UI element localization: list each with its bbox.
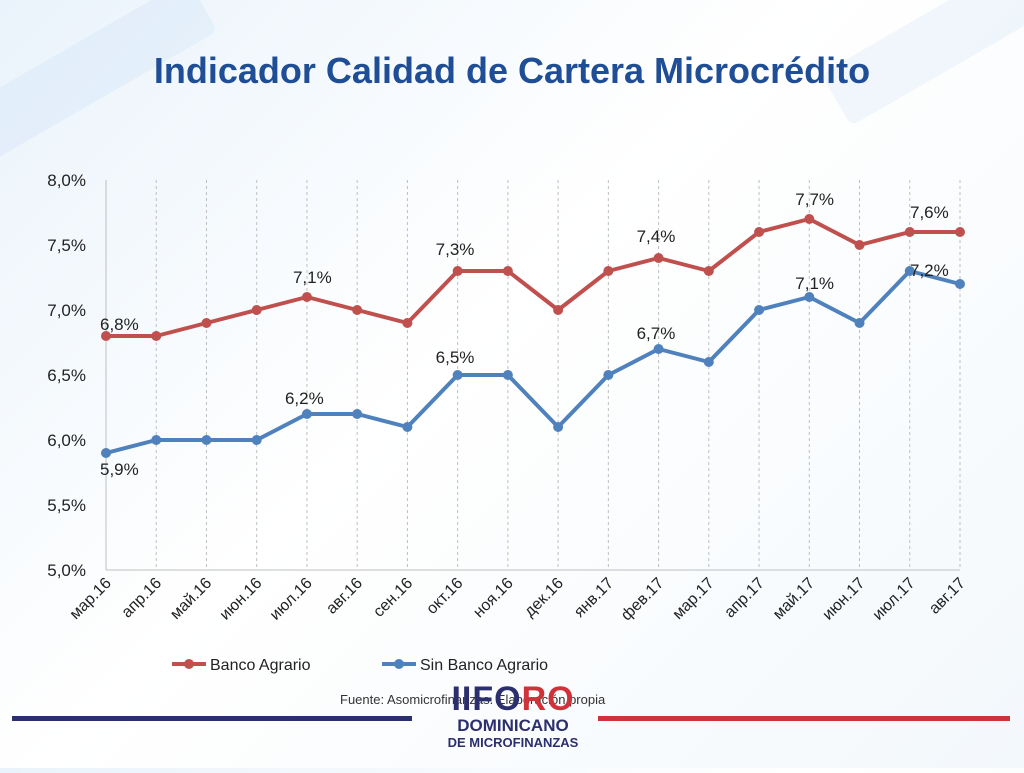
data-point [402, 318, 413, 328]
legend-swatch-marker [184, 659, 194, 669]
data-point [703, 266, 714, 276]
data-label: 6,2% [285, 389, 324, 408]
source-note: Fuente: Asomicrofinanzas. Elaboración pr… [340, 692, 606, 707]
data-point [553, 422, 564, 432]
x-tick-label: июл.17 [870, 575, 919, 624]
y-tick-label: 7,5% [47, 236, 86, 255]
data-point [653, 253, 664, 263]
data-point [854, 240, 865, 250]
data-point [502, 370, 513, 380]
data-point [301, 409, 312, 419]
footer-line-left [12, 716, 412, 721]
data-point [653, 344, 664, 354]
data-point [301, 292, 312, 302]
data-point [251, 305, 262, 315]
data-label: 6,7% [637, 324, 676, 343]
data-point [151, 435, 162, 445]
data-point [904, 266, 915, 276]
data-point [754, 305, 765, 315]
x-axis-ticks: мар.16 апр.16 май.16 июн.16 июл.16 авг.16 сен.… [67, 575, 969, 624]
logo-ro: RO [521, 680, 575, 718]
data-point [201, 435, 212, 445]
x-tick-label: ноя.16 [470, 575, 516, 621]
x-tick-label: авг.17 [926, 575, 969, 618]
data-point [754, 227, 765, 237]
logo-roman: II [451, 680, 473, 718]
event-logo: IIFORO DOMINICANO DE MICROFINANZAS [428, 682, 598, 762]
data-label: 7,2% [910, 261, 949, 280]
x-tick-label: май.16 [167, 575, 215, 623]
logo-line1: DOMINICANO [457, 716, 569, 735]
legend-label: Sin Banco Agrario [420, 657, 548, 674]
data-point [804, 214, 815, 224]
x-tick-label: янв.17 [571, 575, 617, 621]
x-tick-label: апр.17 [721, 575, 768, 622]
logo-wordmark: IIFORO [428, 682, 598, 716]
x-tick-label: мар.16 [67, 575, 115, 623]
data-label: 6,8% [100, 315, 139, 334]
data-label: 7,7% [795, 190, 834, 209]
y-tick-label: 7,0% [47, 301, 86, 320]
data-point [955, 279, 965, 289]
data-point [955, 227, 965, 237]
x-tick-label: апр.16 [119, 575, 166, 622]
y-tick-label: 6,0% [47, 431, 86, 450]
y-tick-label: 6,5% [47, 366, 86, 385]
data-point [603, 370, 614, 380]
chart-series [101, 214, 965, 458]
data-point [553, 305, 564, 315]
x-tick-label: мар.17 [670, 575, 718, 623]
data-point [151, 331, 162, 341]
x-tick-label: сен.16 [370, 575, 416, 621]
data-label: 7,1% [795, 274, 834, 293]
data-point [904, 227, 915, 237]
data-point [452, 370, 463, 380]
x-tick-label: июн.16 [217, 575, 266, 624]
x-tick-label: май.17 [770, 575, 818, 623]
data-label: 5,9% [100, 460, 139, 479]
y-axis-ticks: 5,0% 5,5% 6,0% 6,5% 7,0% 7,5% 8,0% [47, 171, 86, 580]
x-tick-label: фев.17 [618, 575, 667, 624]
data-point [101, 448, 111, 458]
x-tick-label: июл.16 [267, 575, 316, 624]
data-point [402, 422, 413, 432]
x-tick-label: авг.16 [323, 575, 366, 618]
data-point [854, 318, 865, 328]
x-tick-label: окт.16 [423, 575, 466, 618]
data-point [452, 266, 463, 276]
y-tick-label: 5,0% [47, 561, 86, 580]
data-label: 7,1% [293, 268, 332, 287]
legend-swatch-marker [394, 659, 404, 669]
data-labels: 6,8% 7,1% 7,3% 7,4% 7,7% 7,6% 5,9% 6,2% 6,5% 6,7%… [100, 190, 949, 479]
logo-fo: FO [472, 680, 522, 718]
y-tick-label: 5,5% [47, 496, 86, 515]
data-point [502, 266, 513, 276]
data-point [703, 357, 714, 367]
logo-line2: DE MICROFINANZAS [447, 735, 579, 750]
chart-grid [105, 180, 961, 571]
data-point [603, 266, 614, 276]
data-point [804, 292, 815, 302]
data-label: 7,6% [910, 203, 949, 222]
data-point [352, 409, 363, 419]
series-line [105, 269, 961, 455]
series-line [106, 217, 960, 338]
data-point [101, 331, 111, 341]
footer-line-right [598, 716, 1010, 721]
data-point [352, 305, 363, 315]
data-point [201, 318, 212, 328]
data-label: 7,4% [637, 227, 676, 246]
data-label: 7,3% [436, 240, 475, 259]
data-label: 6,5% [436, 348, 475, 367]
data-point [251, 435, 262, 445]
page-title: Indicador Calidad de Cartera Microcrédit… [153, 50, 871, 91]
x-tick-label: дек.16 [521, 575, 567, 621]
x-tick-label: июн.17 [820, 575, 869, 624]
chart-legend: Banco Agrario Sin Banco Agrario [172, 657, 548, 674]
legend-label: Banco Agrario [210, 657, 311, 674]
y-tick-label: 8,0% [47, 171, 86, 190]
